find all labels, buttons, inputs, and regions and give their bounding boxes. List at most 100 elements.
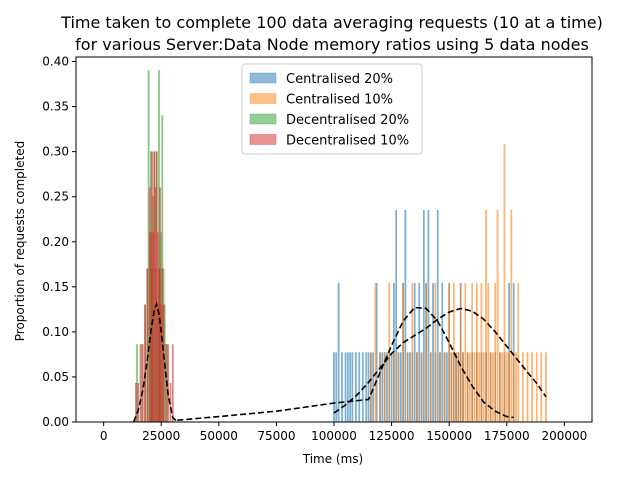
x-ticks: 0 25000 50000 75000 100000 125000 150000 175000…	[100, 422, 587, 443]
bar-series-1-49	[526, 352, 529, 423]
bar-series-1-32	[482, 352, 485, 423]
bar-series-1-40	[501, 352, 503, 423]
x-tick-label-4: 100000	[311, 429, 357, 443]
y-tick-label-1: 0.05	[42, 370, 69, 384]
bar-series-1-11	[420, 352, 423, 423]
bar-series-1-43	[508, 352, 510, 423]
bar-series-1-5	[393, 352, 395, 423]
bar-series-1-41	[503, 144, 506, 423]
y-tick-label-7: 0.35	[42, 100, 69, 114]
legend-label-1: Centralised 10%	[286, 93, 393, 108]
bar-series-1-31	[480, 283, 483, 423]
bar-series-1-30	[478, 352, 480, 423]
x-tick-label-1: 25000	[142, 429, 180, 443]
bar-series-0-25	[400, 352, 402, 423]
bar-series-1-7	[402, 283, 404, 423]
bar-series-1-46	[515, 352, 517, 423]
bar-series-0-27	[404, 210, 407, 423]
y-tick-label-2: 0.10	[42, 325, 69, 339]
bar-series-1-16	[443, 352, 446, 423]
bar-series-1-15	[439, 352, 441, 423]
bar-series-0-8	[355, 352, 357, 423]
bar-series-0-7	[351, 352, 354, 423]
y-tick-label-4: 0.20	[42, 235, 69, 249]
legend-swatch-3	[249, 134, 277, 145]
bar-series-0-33	[418, 283, 421, 423]
fit-curves-layer	[132, 301, 547, 423]
bar-series-0-31	[413, 283, 416, 423]
bar-series-1-45	[512, 352, 515, 423]
bar-series-1-38	[496, 210, 499, 423]
fit-curve-1	[177, 306, 514, 421]
legend-label-2: Decentralised 20%	[286, 113, 409, 128]
bar-series-0-6	[349, 352, 351, 423]
legend-label-0: Centralised 20%	[286, 72, 393, 87]
bar-series-0-0	[333, 352, 335, 423]
x-tick-label-7: 175000	[484, 429, 530, 443]
bar-series-3-2	[139, 344, 142, 423]
bar-series-1-29	[476, 283, 478, 423]
bar-series-1-27	[471, 283, 474, 423]
x-tick-label-6: 150000	[426, 429, 472, 443]
bar-series-1-50	[531, 352, 533, 423]
bar-series-1-23	[462, 352, 464, 423]
bar-series-1-24	[464, 283, 467, 423]
bar-series-0-2	[337, 283, 340, 423]
chart-subtitle: for various Server:Data Node memory rati…	[75, 35, 589, 54]
bar-series-1-48	[522, 352, 524, 423]
x-tick-label-3: 75000	[257, 429, 295, 443]
chart-title: Time taken to complete 100 data averagin…	[60, 13, 603, 32]
bar-series-1-17	[448, 283, 450, 423]
bar-series-1-3	[383, 352, 386, 423]
bar-series-0-37	[427, 210, 430, 423]
bar-series-0-43	[441, 283, 444, 423]
bar-series-3-0	[135, 383, 137, 423]
bar-series-3-5	[146, 268, 149, 423]
legend-box	[241, 63, 423, 155]
x-tick-label-0: 0	[100, 429, 108, 443]
bar-series-0-3	[341, 352, 343, 423]
bar-series-0-21	[390, 352, 393, 423]
bar-series-0-12	[367, 352, 370, 423]
bar-series-0-17	[381, 352, 384, 423]
fit-curve-2	[333, 307, 547, 414]
bar-series-1-33	[485, 210, 487, 423]
bar-series-3-1	[137, 383, 140, 423]
bar-series-1-18	[450, 352, 453, 423]
bar-series-1-20	[455, 352, 457, 423]
bar-series-1-26	[469, 352, 471, 423]
x-tick-label-5: 125000	[369, 429, 415, 443]
bar-series-0-5	[347, 352, 349, 423]
bar-series-1-9	[411, 283, 414, 423]
legend: Centralised 20% Centralised 10% Decentrali…	[241, 63, 423, 155]
y-tick-label-5: 0.25	[42, 190, 69, 204]
legend-swatch-1	[249, 93, 277, 104]
bar-series-1-44	[510, 210, 513, 423]
bar-series-1-42	[505, 352, 508, 423]
bar-series-1-1	[374, 283, 377, 423]
bar-series-1-37	[494, 283, 497, 423]
legend-swatch-2	[249, 113, 277, 125]
bar-series-0-11	[365, 352, 368, 423]
bar-series-1-51	[535, 352, 538, 423]
y-tick-label-3: 0.15	[42, 280, 69, 294]
x-axis-label: Time (ms)	[302, 452, 364, 466]
bar-series-1-14	[434, 283, 437, 423]
bar-series-0-29	[409, 352, 411, 423]
bar-series-1-47	[517, 283, 520, 423]
bar-series-1-25	[466, 352, 469, 423]
x-tick-label-2: 50000	[200, 429, 238, 443]
bar-series-1-53	[545, 352, 547, 423]
bar-series-1-6	[397, 352, 400, 423]
bar-series-1-10	[416, 352, 418, 423]
fit-curve-0	[132, 301, 178, 423]
x-tick-label-8: 200000	[541, 429, 587, 443]
bar-series-1-13	[429, 352, 432, 423]
bar-series-1-34	[487, 283, 490, 423]
bar-series-1-12	[425, 283, 427, 423]
bar-series-1-22	[459, 283, 462, 423]
y-tick-label-0: 0.00	[42, 415, 69, 429]
bar-series-0-19	[386, 352, 388, 423]
y-tick-label-8: 0.40	[42, 55, 69, 69]
